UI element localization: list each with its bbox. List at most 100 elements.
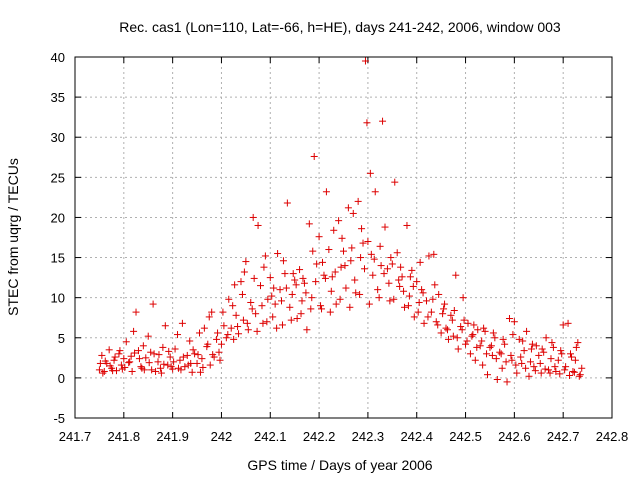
data-point [243,319,251,327]
data-point [403,221,411,229]
data-point [142,354,150,362]
x-tick-label: 242.8 [596,429,629,444]
data-point [509,331,517,339]
data-point [234,323,242,331]
data-point [420,319,428,327]
data-point [244,326,252,334]
data-point [186,337,194,345]
data-point [570,368,578,376]
data-point [176,356,184,364]
data-point [405,292,413,300]
data-point [270,284,278,292]
data-point [336,295,344,303]
data-point [554,356,562,364]
data-point [95,366,103,374]
data-point [561,366,569,374]
data-point [332,300,340,308]
data-point [179,353,187,361]
data-point [430,250,438,258]
data-point [337,263,345,271]
data-point [439,310,447,318]
data-point [122,338,130,346]
data-point [240,268,248,276]
data-point [404,302,412,310]
data-point [170,358,178,366]
data-point [361,57,369,65]
data-point [498,364,506,372]
data-point [364,238,372,246]
data-point [480,324,488,332]
data-point [313,260,321,268]
data-point [155,351,163,359]
data-point [464,319,472,327]
data-point [395,276,403,284]
data-point [132,308,140,316]
data-point [292,281,300,289]
data-point [138,364,146,372]
data-point [572,343,580,351]
data-point [215,348,223,356]
data-point [164,361,172,369]
data-point [318,305,326,313]
data-point [508,356,516,364]
data-point [507,351,515,359]
data-point [288,290,296,298]
data-point [321,274,329,282]
data-point [327,287,335,295]
data-point [410,313,418,321]
data-point [478,337,486,345]
data-point [200,324,208,332]
data-point [249,213,257,221]
data-point [248,305,256,313]
data-point [130,327,138,335]
data-point [447,311,455,319]
data-point [409,282,417,290]
grid-lines [75,57,612,418]
data-point [442,324,450,332]
data-point [331,268,339,276]
data-point [344,204,352,212]
data-point [422,297,430,305]
data-point [281,270,289,278]
data-point [147,348,155,356]
data-point [214,329,222,337]
data-point [469,331,477,339]
data-point [178,319,186,327]
data-point [338,234,346,242]
x-tick-label: 242.5 [449,429,482,444]
data-point [167,363,175,371]
data-point [279,257,287,265]
data-point [522,364,530,372]
y-tick-label: 20 [51,210,65,225]
data-point [282,284,290,292]
data-point [127,352,135,360]
data-point [125,359,133,367]
data-point [239,316,247,324]
data-point [152,367,160,375]
data-point [349,209,357,217]
data-point [556,370,564,378]
data-point [219,308,227,316]
data-point [198,355,206,363]
data-point [552,367,560,375]
data-point [268,292,276,300]
data-point [481,327,489,335]
data-point [276,286,284,294]
data-point [300,279,308,287]
data-point [188,368,196,376]
data-point [213,335,221,343]
data-point [302,289,310,297]
data-point [271,300,279,308]
data-point [371,188,379,196]
data-point [517,353,525,361]
data-point [548,339,556,347]
data-point [357,254,365,262]
data-point [567,353,575,361]
data-point [266,274,274,282]
data-point [388,260,396,268]
data-point [293,315,301,323]
x-tick-label: 242.1 [254,429,287,444]
data-point [106,362,114,370]
data-point [264,295,272,303]
data-point [347,257,355,265]
